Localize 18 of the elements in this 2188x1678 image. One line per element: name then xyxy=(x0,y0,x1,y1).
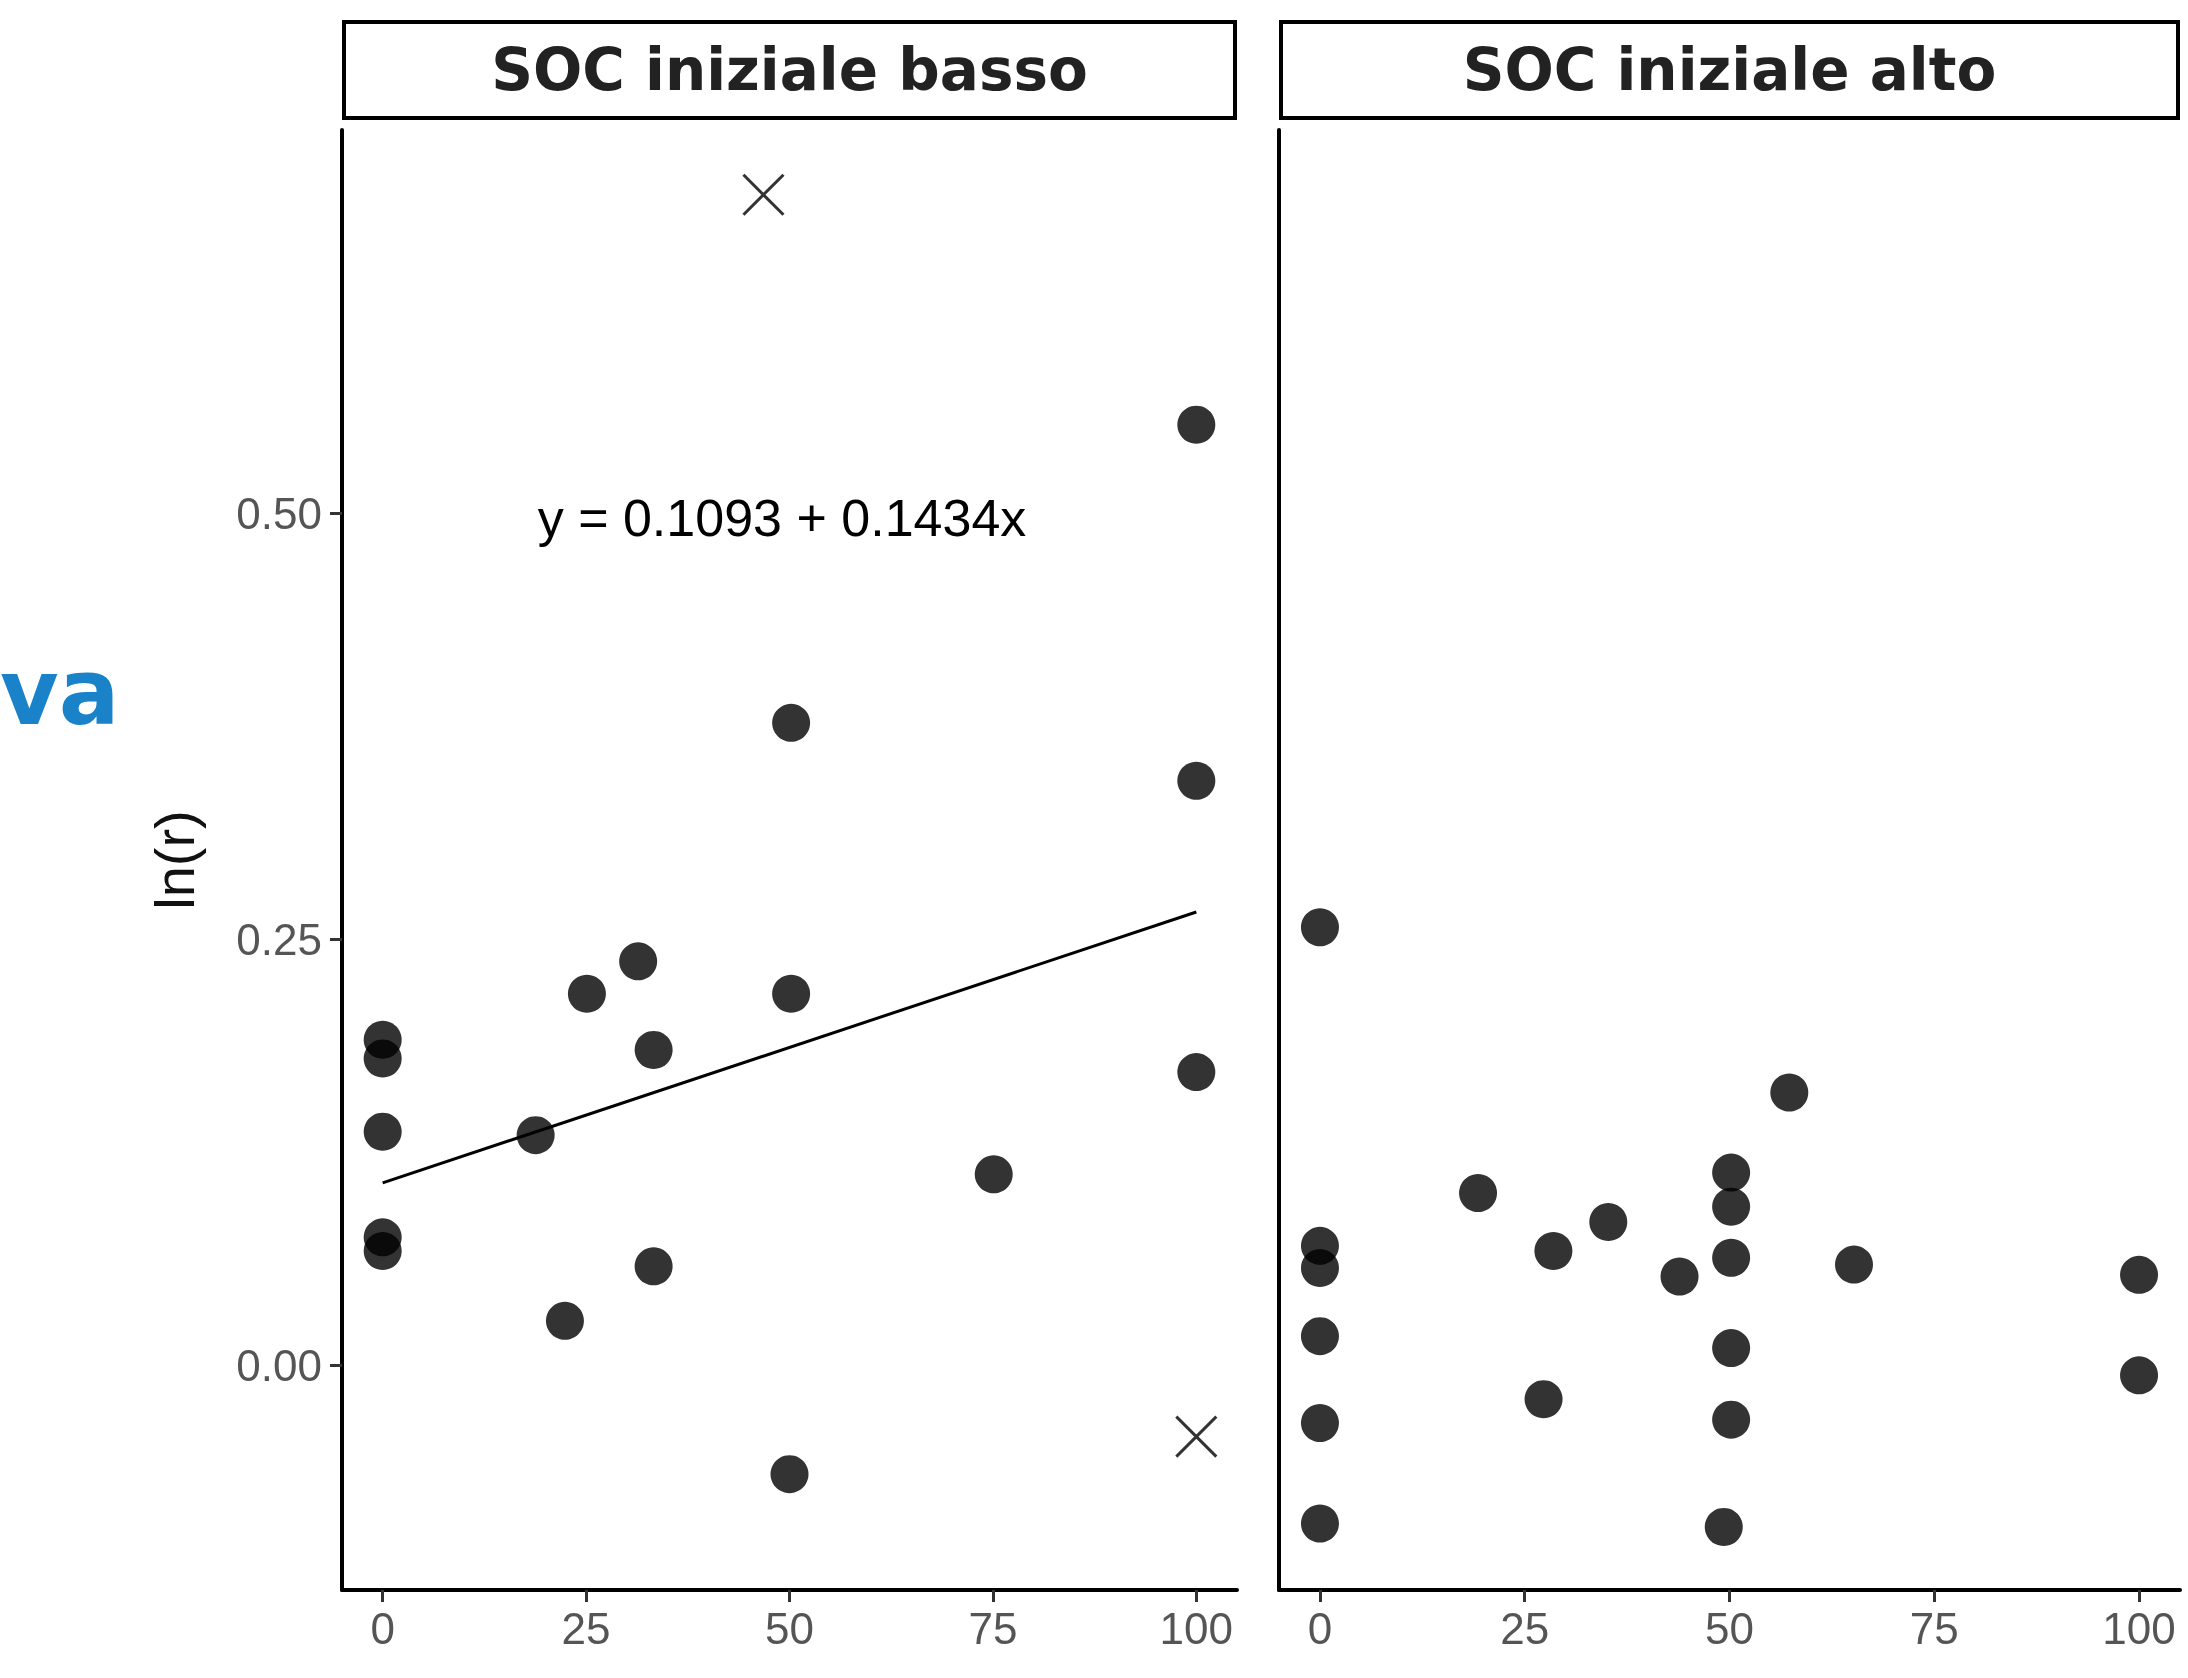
y-tick-label: 0.25 xyxy=(236,914,322,964)
x-tick-label: 75 xyxy=(1909,1603,1959,1653)
y-axis-title: ln(r) xyxy=(142,810,206,910)
x-tick-label: 25 xyxy=(1500,1603,1550,1653)
x-tick-label: 0 xyxy=(370,1603,395,1653)
annotation: y = 0.1093 + 0.1434x xyxy=(537,489,1027,547)
y-tick-label: 0.50 xyxy=(236,488,322,538)
x-tick-label: 50 xyxy=(765,1603,814,1653)
chart-title: SOC iniziale basso xyxy=(342,20,1237,120)
text: va xyxy=(0,640,120,745)
x-tick-label: 100 xyxy=(1159,1603,1234,1653)
chart-title: SOC iniziale alto xyxy=(1279,20,2180,120)
y-tick-label: 0.00 xyxy=(236,1340,322,1390)
x-tick-label: 100 xyxy=(2102,1603,2176,1653)
x-tick-label: 0 xyxy=(1307,1603,1333,1653)
x-tick-label: 25 xyxy=(561,1603,611,1653)
x-tick-label: 75 xyxy=(968,1603,1018,1653)
x-tick-label: 50 xyxy=(1705,1603,1754,1653)
